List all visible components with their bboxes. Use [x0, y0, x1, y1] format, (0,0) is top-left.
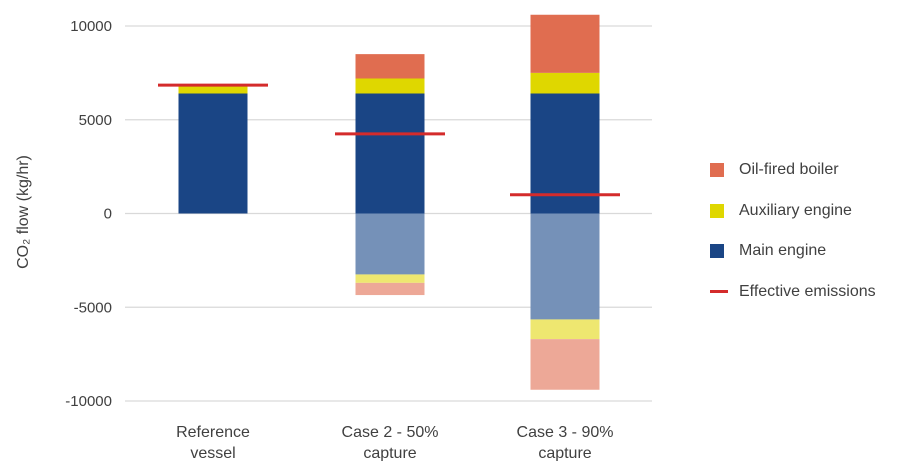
captured-segment-oil-fired-boiler — [355, 282, 425, 296]
captured-segment-auxiliary-engine — [355, 274, 425, 283]
effective-emission-marks — [158, 83, 620, 197]
category-label: capture — [538, 445, 591, 461]
bar-segment-main-engine — [355, 93, 425, 214]
bars — [178, 14, 600, 390]
y-axis-title: CO₂ flow (kg/hr) — [15, 155, 32, 269]
legend-label: Oil-fired boiler — [739, 161, 839, 178]
legend-label: Auxiliary engine — [739, 201, 852, 219]
category-label: Reference — [176, 424, 250, 441]
legend-swatch — [710, 203, 724, 218]
y-tick-label: 5000 — [79, 112, 112, 129]
legend-label: Effective emissions — [739, 282, 876, 300]
legend-label: Main engine — [739, 242, 827, 259]
y-tick-label: 0 — [104, 206, 112, 223]
legend-swatch — [710, 244, 724, 258]
y-tick-label: 10000 — [70, 18, 112, 35]
bar-segment-oil-fired-boiler — [355, 54, 425, 79]
bar-segment-auxiliary-engine — [178, 86, 248, 94]
bar-segment-main-engine — [178, 93, 248, 214]
legend-item: Auxiliary engine — [710, 201, 876, 221]
legend-item: Main engine — [710, 241, 876, 261]
bar-segment-auxiliary-engine — [355, 78, 425, 94]
category-label: Case 3 - 90% — [517, 424, 614, 441]
captured-segment-oil-fired-boiler — [530, 339, 600, 390]
legend-swatch — [710, 163, 724, 177]
legend-swatch — [710, 290, 728, 293]
category-label: Case 2 - 50% — [342, 424, 439, 441]
legend: Oil-fired boiler Auxiliary engine Main eng… — [710, 160, 876, 322]
y-tick-label: -5000 — [74, 299, 112, 316]
legend-item: Effective emissions — [710, 282, 876, 302]
category-label: capture — [363, 445, 416, 461]
bar-segment-auxiliary-engine — [530, 72, 600, 94]
captured-segment-main-engine — [355, 213, 425, 275]
legend-item: Oil-fired boiler — [710, 160, 876, 180]
y-tick-labels: 10000 5000 0 -5000 -10000 — [65, 18, 112, 410]
category-label: vessel — [190, 445, 235, 461]
captured-segment-main-engine — [530, 213, 600, 320]
captured-segment-auxiliary-engine — [530, 319, 600, 340]
bar-segment-oil-fired-boiler — [530, 14, 600, 73]
category-labels: Reference vessel Case 2 - 50% capture Case 3… — [176, 424, 613, 461]
y-tick-label: -10000 — [65, 393, 112, 410]
